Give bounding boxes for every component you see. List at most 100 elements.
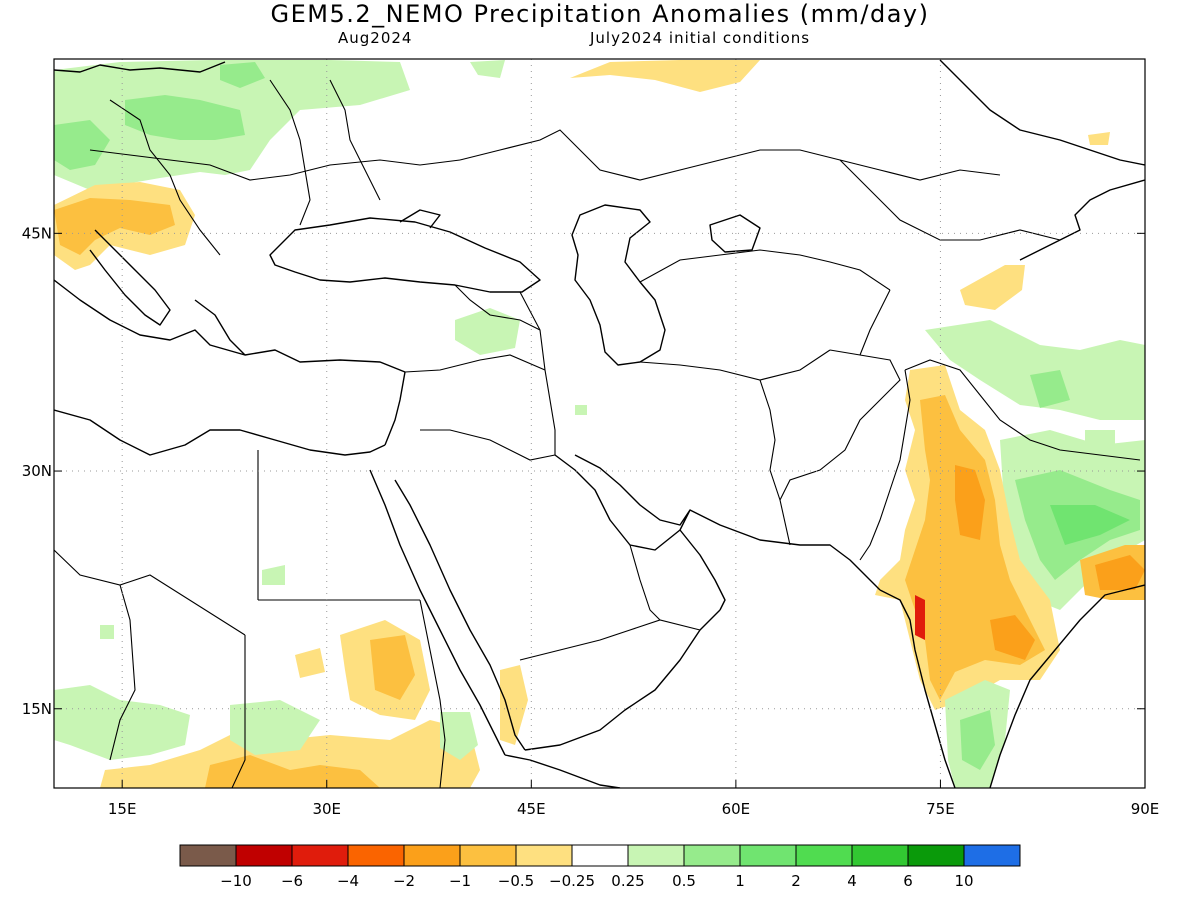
lon-label: 45E: [517, 800, 546, 818]
anomaly-wet-caspian-north: [470, 60, 505, 78]
border-syria-iraq: [404, 354, 546, 373]
coast-greece: [194, 299, 246, 356]
anomaly-dry-kazakhstan: [570, 60, 760, 92]
colorbar-label: 10: [954, 872, 973, 890]
border-india-pak: [859, 369, 911, 561]
border-saudi-south: [519, 619, 701, 661]
coastlines: [54, 59, 1145, 788]
anomaly-wet-sudan-2: [100, 625, 114, 639]
border-sudan-ethiopia: [419, 599, 446, 788]
colorbar-swatch: [235, 844, 293, 867]
coast-italy: [89, 229, 171, 326]
anomaly-wet-iraq: [575, 405, 587, 415]
colorbar-swatch: [907, 844, 965, 867]
colorbar-swatch: [795, 844, 853, 867]
coast-levant: [384, 371, 406, 446]
colorbar-swatch: [403, 844, 461, 867]
latitude-labels: 45N 30N 15N: [22, 224, 52, 717]
anomaly-dry-sahel-south-core: [205, 755, 380, 788]
chart-title: GEM5.2_NEMO Precipitation Anomalies (mm/…: [270, 0, 930, 28]
border-niger: [109, 584, 136, 761]
lon-label: 15E: [108, 800, 137, 818]
anomaly-dry-yemen: [500, 665, 528, 745]
border-saudi-oman: [629, 544, 661, 621]
coast-crimea: [399, 209, 441, 229]
coast-gulf-aden: [504, 754, 621, 788]
colorbar-swatch: [347, 844, 405, 867]
coast-bohai: [1019, 179, 1145, 261]
coast-aral: [709, 214, 761, 253]
colorbar-label: −2: [393, 872, 415, 890]
coast-india-east: [989, 584, 1145, 788]
anomaly-wet-germany: [54, 120, 110, 170]
anomaly-wet-sudan: [262, 565, 285, 585]
border-europe-4: [329, 79, 381, 201]
anomaly-dry-sahel-south: [100, 720, 480, 788]
border-turkey-east: [454, 284, 541, 331]
anomaly-wet-bay: [1085, 430, 1115, 445]
coast-oman: [679, 529, 726, 611]
anomaly-wet-anatolia: [455, 308, 520, 355]
border-europe-1: [89, 149, 461, 181]
lat-label: 15N: [22, 700, 52, 718]
map-frame: [53, 58, 1146, 789]
border-europe-2: [109, 99, 221, 256]
coast-black-sea: [269, 217, 541, 293]
colorbar-swatch: [291, 844, 349, 867]
anomaly-dry-myanmar-core: [1095, 555, 1145, 590]
border-china-west: [859, 289, 891, 356]
anomaly-dry-east-asia: [960, 265, 1025, 310]
anomaly-wet-poland: [125, 95, 245, 140]
anomaly-wet-central-africa: [54, 685, 190, 760]
anomaly-shading: [54, 60, 1145, 788]
colorbar-label: 4: [847, 872, 857, 890]
anomaly-dry-india-south: [990, 615, 1035, 660]
colorbar-swatch: [459, 844, 517, 867]
coast-arctic-east: [939, 59, 1145, 166]
lat-label: 30N: [22, 462, 52, 480]
colorbar-swatch: [627, 844, 685, 867]
coast-north-africa: [54, 409, 386, 456]
anomaly-wet-ethiopia: [440, 712, 478, 760]
colorbar-label: 1: [735, 872, 745, 890]
initial-conditions-label: July2024 initial conditions: [590, 29, 811, 47]
coast-india-west: [879, 589, 956, 788]
coast-arabia-south: [524, 609, 721, 751]
colorbar-label: −6: [281, 872, 303, 890]
coast-iran-pakistan: [689, 509, 881, 591]
colorbar-label: −10: [220, 872, 252, 890]
lat-label: 45N: [22, 224, 52, 242]
border-iran-north: [639, 349, 831, 381]
colorbar-swatch: [515, 844, 573, 867]
lon-label: 90E: [1131, 800, 1160, 818]
border-chad: [231, 635, 246, 788]
colorbar-label: 0.25: [611, 872, 644, 890]
colorbar-swatch: [683, 844, 741, 867]
anomaly-wet-china: [925, 320, 1145, 420]
coast-caspian: [571, 204, 666, 366]
colorbar-label: 0.5: [672, 872, 696, 890]
border-europe-3: [269, 79, 311, 226]
longitude-labels: 15E 30E 45E 60E 75E 90E: [108, 800, 1159, 818]
colorbar-label: −4: [337, 872, 359, 890]
border-iran-west: [519, 291, 556, 455]
coast-red-sea-east: [394, 479, 526, 751]
lon-label: 30E: [312, 800, 341, 818]
border-india-china: [904, 359, 1141, 461]
colorbar-swatch: [571, 844, 629, 867]
colorbar: [179, 844, 1021, 867]
colorbar-swatch: [739, 844, 797, 867]
anomaly-wet-baltic: [220, 62, 265, 88]
coast-persian-gulf: [554, 454, 691, 551]
anomaly-wet-bengal: [1050, 505, 1130, 545]
border-afghan-pak: [779, 349, 901, 501]
colorbar-label: −1: [449, 872, 471, 890]
border-russia-kz: [459, 129, 1001, 181]
border-kazakhstan-south: [639, 249, 891, 291]
country-borders: [54, 79, 1141, 788]
lon-label: 75E: [926, 800, 955, 818]
colorbar-label: −0.25: [549, 872, 595, 890]
coast-red-sea-west: [369, 469, 506, 756]
anomaly-wet-central-africa-2: [230, 700, 320, 755]
